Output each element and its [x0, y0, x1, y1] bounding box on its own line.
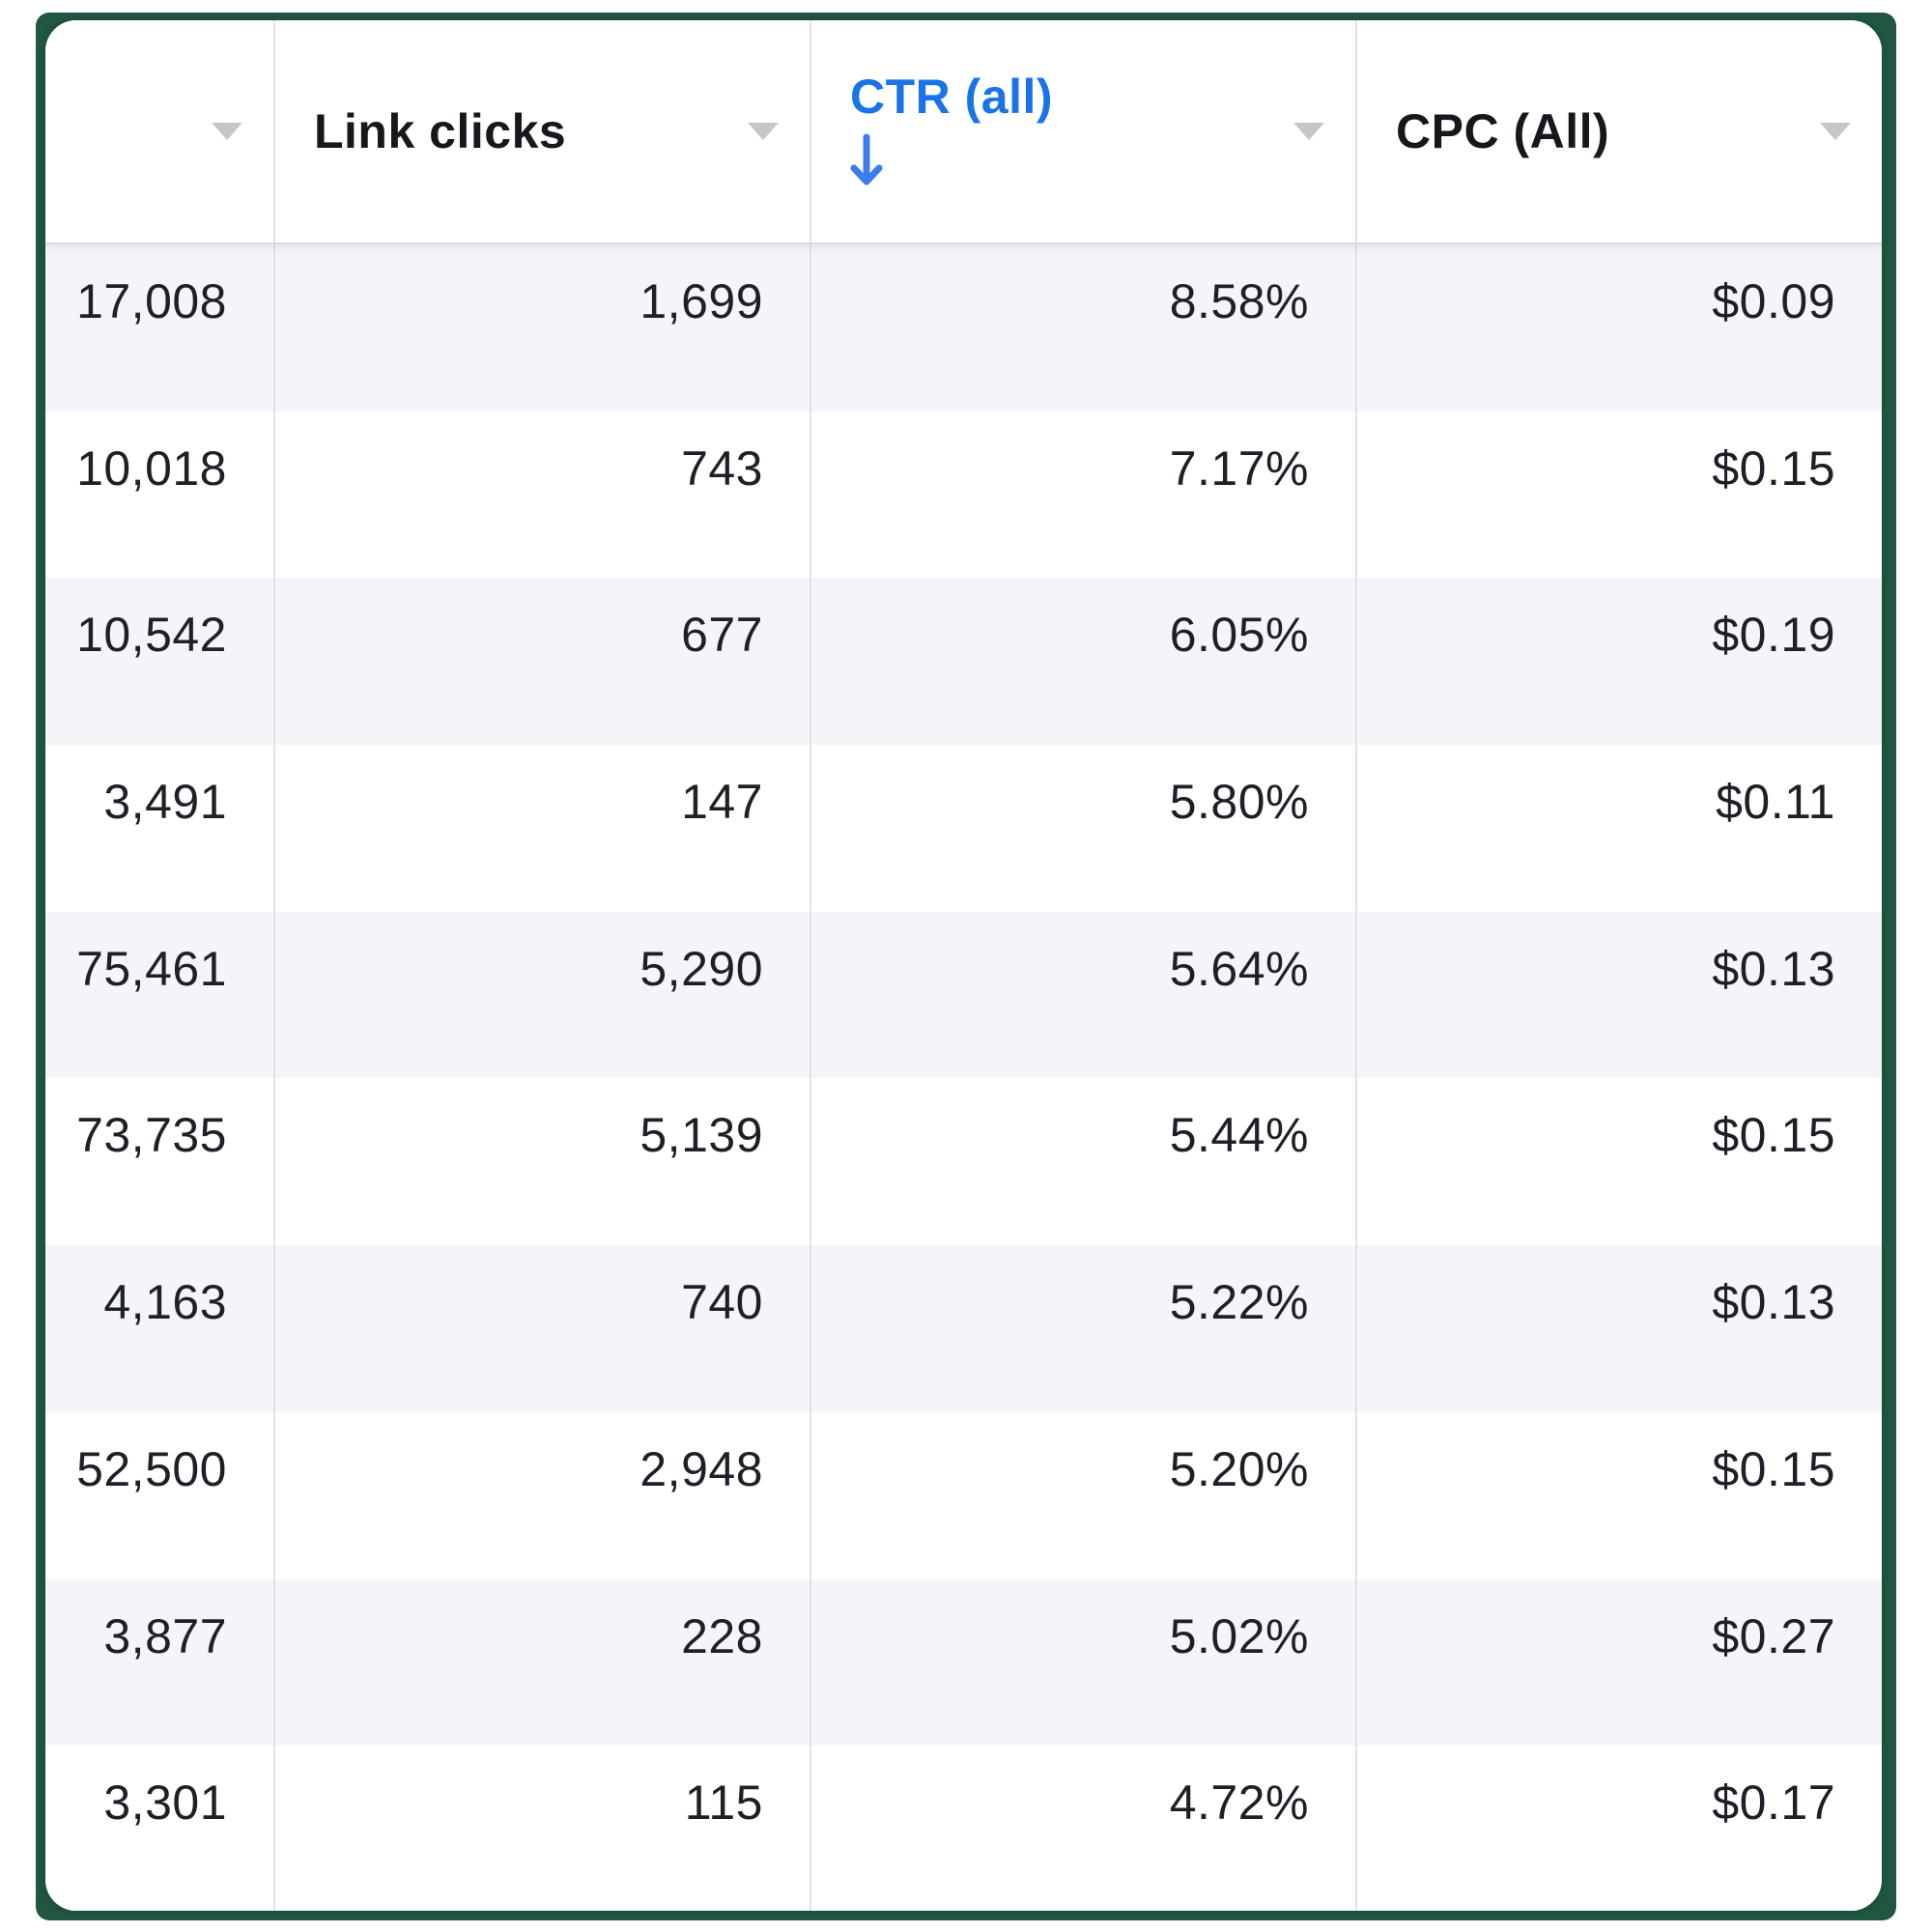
cell-ctr: 5.44% — [811, 1078, 1357, 1246]
cell-link-clicks: 115 — [275, 1746, 811, 1911]
cell-results: 10,542 — [45, 578, 275, 746]
cell-cpc: $0.13 — [1712, 941, 1835, 996]
table-row: 17,008 1,699 8.58% $0.09 — [45, 244, 1882, 412]
cell-cpc: $0.15 — [1712, 1441, 1835, 1496]
green-frame: Link clicks CTR (all) CPC (All) 17,008 1… — [36, 13, 1896, 1920]
cell-ctr: 5.20% — [811, 1411, 1357, 1579]
cell-results: 10,018 — [45, 411, 275, 579]
header-cell-cpc-all[interactable]: CPC (All) — [1357, 20, 1882, 242]
cell-results: 17,008 — [45, 244, 275, 412]
cell-cpc: $0.09 — [1712, 274, 1835, 328]
cell-results: 4,163 — [45, 1245, 275, 1412]
cell-results: 52,500 — [45, 1411, 275, 1579]
cell-link-clicks: 743 — [275, 411, 811, 579]
cell-link-clicks: 147 — [275, 745, 811, 912]
cell-ctr: 5.22% — [811, 1245, 1357, 1412]
cell-ctr: 5.64% — [811, 911, 1357, 1079]
header-cell-ctr-all[interactable]: CTR (all) — [811, 20, 1357, 242]
cell-link-clicks: 2,948 — [275, 1411, 811, 1579]
cell-cpc: $0.15 — [1712, 440, 1835, 496]
cell-link-clicks: 5,290 — [275, 911, 811, 1079]
header-cell-blank[interactable] — [45, 20, 275, 242]
cell-cpc: $0.19 — [1712, 608, 1835, 663]
table-row: 52,500 2,948 5.20% $0.15 — [45, 1411, 1882, 1579]
cell-ctr: 7.17% — [811, 411, 1357, 579]
column-title-link-clicks[interactable]: Link clicks — [314, 103, 567, 158]
cell-cpc: $0.13 — [1712, 1275, 1835, 1330]
cell-cpc: $0.11 — [1716, 775, 1835, 830]
cell-link-clicks: 228 — [275, 1578, 811, 1747]
chevron-down-icon[interactable] — [748, 123, 779, 140]
cell-cpc: $0.15 — [1712, 1108, 1835, 1163]
table-body: 17,008 1,699 8.58% $0.09 10,018 743 7.17… — [45, 244, 1882, 1911]
column-title-cpc-all[interactable]: CPC (All) — [1396, 103, 1610, 158]
table-row: 3,877 228 5.02% $0.27 — [45, 1578, 1882, 1747]
table-row: 10,018 743 7.17% $0.15 — [45, 411, 1882, 579]
cell-results: 3,301 — [45, 1746, 275, 1911]
cell-ctr: 4.72% — [811, 1746, 1357, 1911]
table-row: 3,491 147 5.80% $0.11 — [45, 745, 1882, 912]
table-header-row: Link clicks CTR (all) CPC (All) — [45, 20, 1882, 244]
cell-link-clicks: 677 — [275, 578, 811, 746]
cell-results: 3,877 — [45, 1578, 275, 1747]
cell-cpc: $0.17 — [1712, 1776, 1835, 1831]
sort-descending-icon[interactable] — [850, 133, 883, 193]
chevron-down-icon[interactable] — [212, 123, 242, 140]
table-row: 73,735 5,139 5.44% $0.15 — [45, 1078, 1882, 1246]
cell-ctr: 8.58% — [811, 244, 1357, 412]
cell-results: 3,491 — [45, 745, 275, 912]
cell-results: 75,461 — [45, 911, 275, 1079]
cell-link-clicks: 5,139 — [275, 1078, 811, 1246]
table-row: 4,163 740 5.22% $0.13 — [45, 1245, 1882, 1412]
chevron-down-icon[interactable] — [1820, 123, 1851, 140]
table-row: 75,461 5,290 5.64% $0.13 — [45, 911, 1882, 1079]
cell-ctr: 5.80% — [811, 745, 1357, 912]
chevron-down-icon[interactable] — [1293, 123, 1324, 140]
cell-ctr: 5.02% — [811, 1578, 1357, 1747]
table-row: 10,542 677 6.05% $0.19 — [45, 578, 1882, 746]
cell-link-clicks: 1,699 — [275, 244, 811, 412]
cell-results: 73,735 — [45, 1078, 275, 1246]
cell-link-clicks: 740 — [275, 1245, 811, 1412]
header-cell-link-clicks[interactable]: Link clicks — [275, 20, 811, 242]
column-title-ctr-all[interactable]: CTR (all) — [850, 69, 1054, 124]
table-row: 3,301 115 4.72% $0.17 — [45, 1746, 1882, 1911]
cell-cpc: $0.27 — [1712, 1608, 1835, 1663]
data-table: Link clicks CTR (all) CPC (All) 17,008 1… — [45, 20, 1882, 1911]
cell-ctr: 6.05% — [811, 578, 1357, 746]
